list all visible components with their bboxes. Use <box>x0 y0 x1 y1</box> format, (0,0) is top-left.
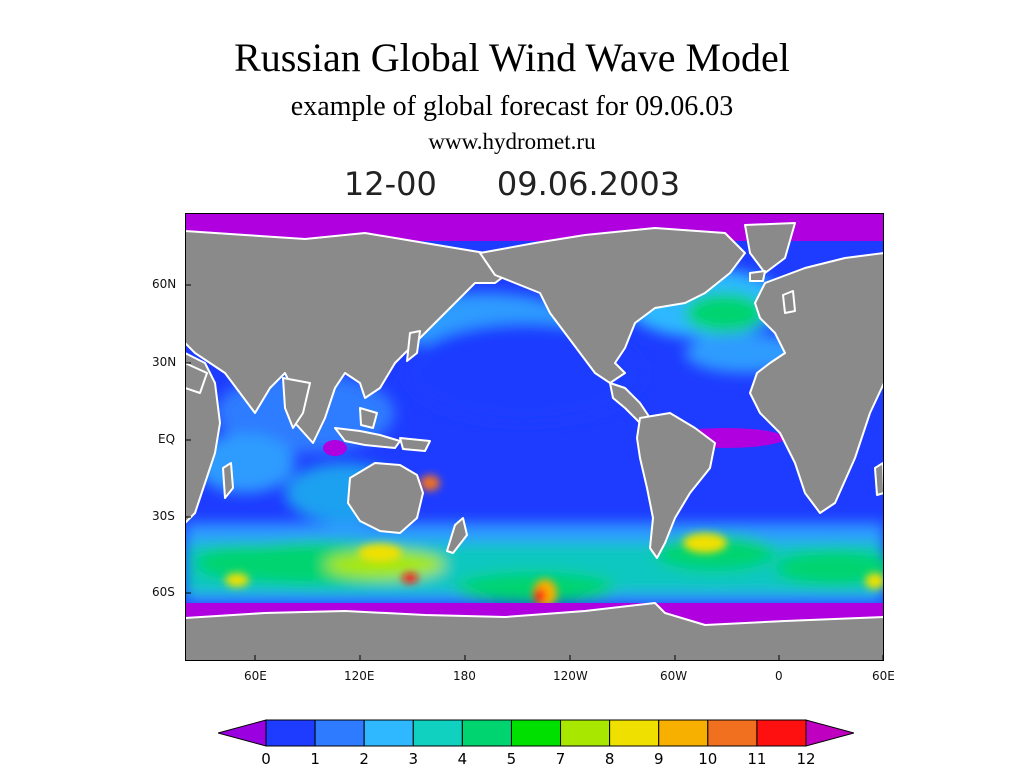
colorbar-swatch <box>560 719 611 747</box>
antarctica-landmass <box>185 602 884 661</box>
lon-label: 60W <box>660 669 688 683</box>
lat-label: 60S <box>152 585 175 599</box>
wave-height-map <box>185 213 884 661</box>
colorbar-swatch <box>658 719 709 747</box>
colorbar-label: 4 <box>458 750 468 768</box>
colorbar-label: 11 <box>747 750 766 768</box>
map-frame <box>185 213 884 661</box>
iceland <box>749 270 766 282</box>
axis-ticks <box>185 284 884 661</box>
lon-label: 120E <box>344 669 375 683</box>
colorbar-label: 12 <box>796 750 815 768</box>
lon-label: 60E <box>872 669 895 683</box>
colorbar-swatch <box>265 719 316 747</box>
japan <box>406 330 421 362</box>
lon-label: 0 <box>775 669 783 683</box>
wave-height-colorbar: 0 1 2 3 4 5 7 8 9 10 11 12 <box>216 718 856 768</box>
colorbar-swatch <box>707 719 758 747</box>
colorbar-label: 3 <box>408 750 418 768</box>
colorbar-label: 5 <box>507 750 517 768</box>
colorbar-label: 0 <box>261 750 271 768</box>
forecast-date: 09.06.2003 <box>496 165 681 203</box>
colorbar-swatch <box>510 719 562 747</box>
forecast-timestamp: 12-00 09.06.2003 <box>0 164 1024 204</box>
website-label: www.hydromet.ru <box>428 129 596 154</box>
forecast-time: 12-00 <box>343 165 437 203</box>
colorbar-label: 2 <box>359 750 369 768</box>
north-america-landmass <box>479 227 746 384</box>
lon-label: 120W <box>553 669 588 683</box>
colorbar-label: 9 <box>654 750 664 768</box>
colorbar-min-triangle <box>216 719 267 747</box>
colorbar-swatch <box>412 719 463 747</box>
madagascar-east <box>874 462 884 496</box>
continents <box>185 222 884 661</box>
lon-label: 180 <box>453 669 476 683</box>
lat-label: 30N <box>152 355 177 369</box>
new-guinea <box>399 437 431 452</box>
indonesia-islands <box>334 427 401 449</box>
uk-ireland <box>782 290 796 314</box>
lat-label: EQ <box>158 432 176 446</box>
arabia <box>185 362 208 394</box>
europe-africa-east <box>749 252 884 514</box>
colorbar-label: 7 <box>556 750 566 768</box>
lon-label: 60E <box>244 669 267 683</box>
borneo <box>359 407 378 429</box>
new-zealand <box>446 517 468 554</box>
page-subtitle: example of global forecast for 09.06.03 <box>290 91 734 122</box>
colorbar-label: 10 <box>698 750 717 768</box>
colorbar-label: 8 <box>605 750 615 768</box>
page-title: Russian Global Wind Wave Model <box>234 35 790 80</box>
wave-peaks <box>225 475 884 607</box>
madagascar <box>222 462 234 499</box>
lat-label: 60N <box>152 277 177 291</box>
colorbar-swatch <box>314 719 365 747</box>
colorbar-swatch <box>363 719 414 747</box>
greenland <box>744 222 796 274</box>
colorbar-max-triangle <box>805 719 856 747</box>
africa-landmass <box>185 352 221 524</box>
colorbar-swatch <box>756 719 807 747</box>
colorbar-swatch <box>461 719 512 747</box>
india-subcontinent <box>282 377 311 429</box>
south-america-landmass <box>636 412 716 559</box>
colorbar-swatch <box>609 719 660 747</box>
colorbar-label: 1 <box>310 750 320 768</box>
lat-label: 30S <box>152 509 175 523</box>
australia-landmass <box>347 462 424 534</box>
